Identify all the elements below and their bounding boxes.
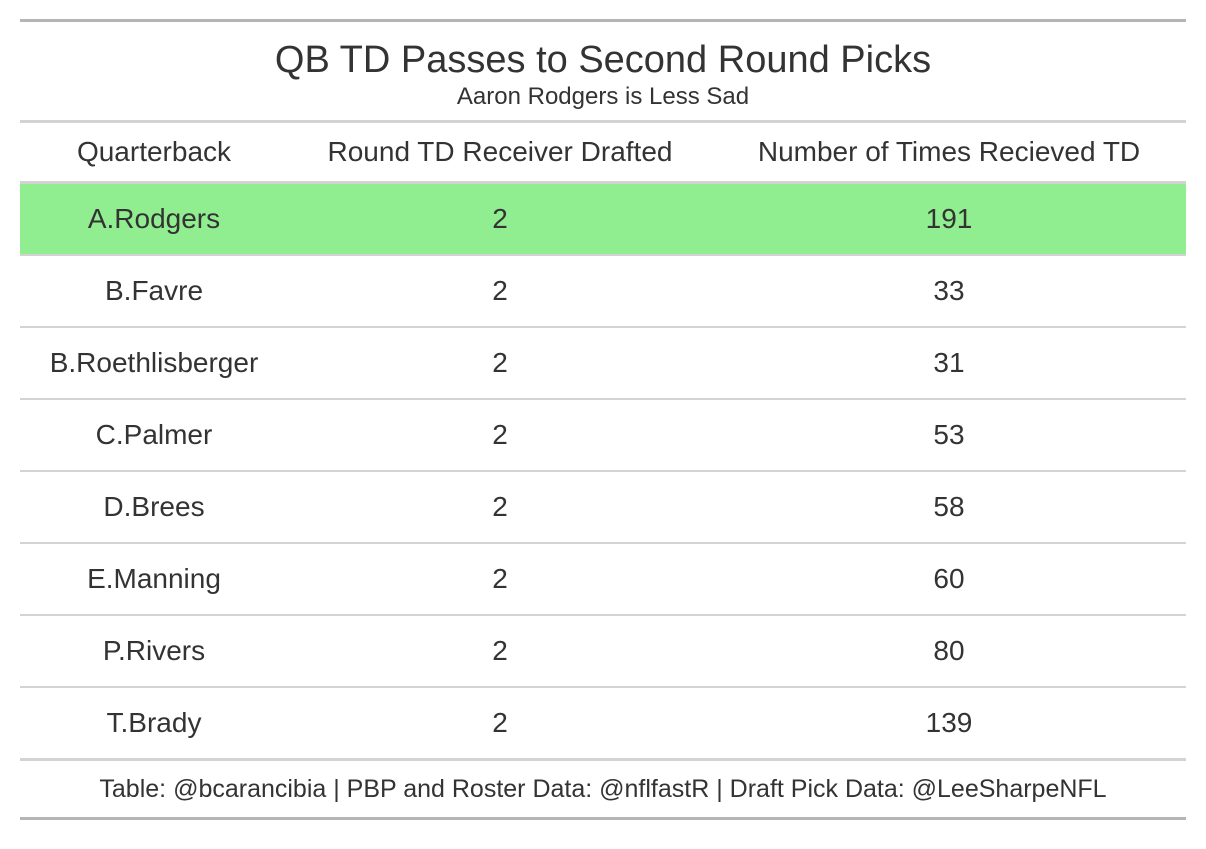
cell-count: 191 [712,182,1186,256]
cell-round: 2 [288,687,712,761]
column-header-quarterback: Quarterback [20,123,288,184]
table-row: B.Favre 2 33 [20,255,1186,328]
cell-round: 2 [288,327,712,400]
table-row: A.Rodgers 2 191 [20,182,1186,256]
table-row: T.Brady 2 139 [20,687,1186,761]
table-row: C.Palmer 2 53 [20,399,1186,472]
cell-quarterback: D.Brees [20,471,288,544]
table-subtitle: Aaron Rodgers is Less Sad [456,83,750,110]
column-header-round: Round TD Receiver Drafted [288,123,712,184]
cell-quarterback: C.Palmer [20,399,288,472]
table-row: D.Brees 2 58 [20,471,1186,544]
cell-round: 2 [288,471,712,544]
cell-round: 2 [288,255,712,328]
cell-count: 139 [712,687,1186,761]
cell-quarterback: B.Favre [20,255,288,328]
table-row: P.Rivers 2 80 [20,615,1186,688]
table-row: E.Manning 2 60 [20,543,1186,616]
source-note: Table: @bcarancibia | PBP and Roster Dat… [99,775,1107,803]
table-title: QB TD Passes to Second Round Picks [274,39,932,81]
header-rule [20,120,1186,123]
cell-count: 58 [712,471,1186,544]
cell-quarterback: E.Manning [20,543,288,616]
cell-count: 31 [712,327,1186,400]
cell-quarterback: B.Roethlisberger [20,327,288,400]
cell-quarterback: A.Rodgers [20,182,288,256]
cell-count: 33 [712,255,1186,328]
column-header-count: Number of Times Recieved TD [712,123,1186,184]
cell-round: 2 [288,543,712,616]
bottom-rule [20,817,1186,820]
cell-count: 80 [712,615,1186,688]
cell-quarterback: T.Brady [20,687,288,761]
cell-round: 2 [288,615,712,688]
cell-round: 2 [288,182,712,256]
cell-round: 2 [288,399,712,472]
header-row: Quarterback Round TD Receiver Drafted Nu… [20,123,1186,184]
table-row: B.Roethlisberger 2 31 [20,327,1186,400]
cell-count: 60 [712,543,1186,616]
cell-quarterback: P.Rivers [20,615,288,688]
top-rule [20,19,1186,22]
cell-count: 53 [712,399,1186,472]
data-table: Quarterback Round TD Receiver Drafted Nu… [20,123,1186,761]
table-figure: QB TD Passes to Second Round Picks Aaron… [20,19,1186,820]
table-body: A.Rodgers 2 191 B.Favre 2 33 B.Roethlisberger 2… [20,182,1186,761]
